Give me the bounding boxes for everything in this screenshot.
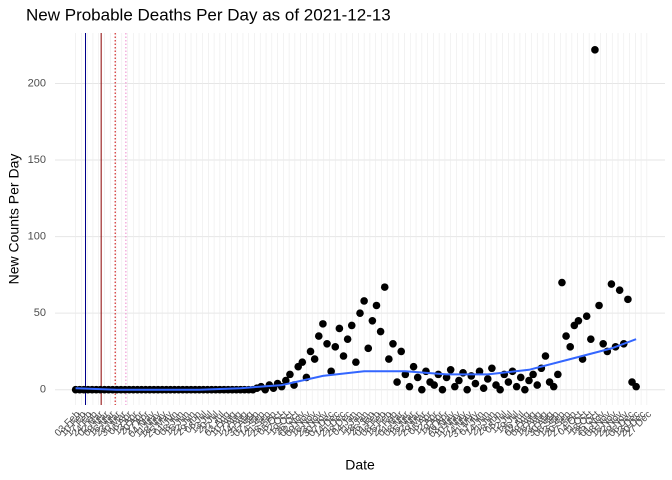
point <box>360 297 368 305</box>
point <box>327 367 335 376</box>
point <box>549 382 558 391</box>
point <box>587 335 595 343</box>
point <box>599 339 607 348</box>
point <box>607 280 616 288</box>
point <box>380 283 389 291</box>
point <box>306 347 315 356</box>
point <box>405 382 414 391</box>
point <box>356 309 364 317</box>
point <box>463 385 471 394</box>
point <box>343 335 352 343</box>
point <box>393 378 401 386</box>
y-tick-label: 150 <box>28 154 46 166</box>
y-tick-label: 100 <box>28 231 46 243</box>
point <box>516 373 525 382</box>
point <box>319 320 327 328</box>
point <box>282 376 290 385</box>
point <box>582 312 591 321</box>
point <box>459 369 467 377</box>
x-axis-title: Date <box>345 457 375 473</box>
point <box>574 317 583 325</box>
point <box>591 46 599 54</box>
point <box>352 358 360 366</box>
point <box>376 327 385 336</box>
point <box>558 278 566 287</box>
point <box>496 385 504 394</box>
point <box>554 370 562 379</box>
chart-title: New Probable Deaths Per Day as of 2021-1… <box>26 5 391 24</box>
point <box>455 376 463 385</box>
point <box>438 385 447 394</box>
point <box>310 355 319 363</box>
point <box>442 373 451 382</box>
point <box>430 381 438 389</box>
point <box>467 372 476 380</box>
point <box>529 370 537 379</box>
point <box>525 376 533 385</box>
point <box>331 343 340 351</box>
point <box>533 381 542 389</box>
point <box>401 370 410 379</box>
point <box>339 352 348 360</box>
point <box>409 362 418 371</box>
point <box>385 355 393 363</box>
point <box>595 301 603 310</box>
point <box>446 365 455 374</box>
point <box>632 382 640 391</box>
point <box>541 352 550 360</box>
smooth-line <box>75 338 637 391</box>
point <box>286 370 294 379</box>
point <box>475 367 484 376</box>
y-tick-label: 50 <box>34 307 46 319</box>
point <box>389 339 397 348</box>
point <box>335 324 344 333</box>
point <box>512 382 521 391</box>
y-tick-label: 200 <box>28 77 46 89</box>
point <box>364 344 373 353</box>
point <box>413 373 422 382</box>
y-axis-title: New Counts Per Day <box>6 154 22 285</box>
point <box>323 339 331 348</box>
y-tick-label: 0 <box>40 384 46 396</box>
point <box>504 378 513 386</box>
point <box>624 295 632 304</box>
point <box>562 332 570 340</box>
point <box>372 301 381 310</box>
point <box>368 317 377 325</box>
point <box>566 343 575 351</box>
point <box>483 375 492 383</box>
point <box>521 385 529 394</box>
point <box>397 347 406 356</box>
point <box>450 382 459 391</box>
point <box>471 379 480 388</box>
point <box>298 358 307 366</box>
point <box>347 321 356 330</box>
point <box>615 286 624 294</box>
point <box>479 384 488 392</box>
point <box>418 385 426 394</box>
point <box>314 332 323 340</box>
point <box>488 364 496 373</box>
